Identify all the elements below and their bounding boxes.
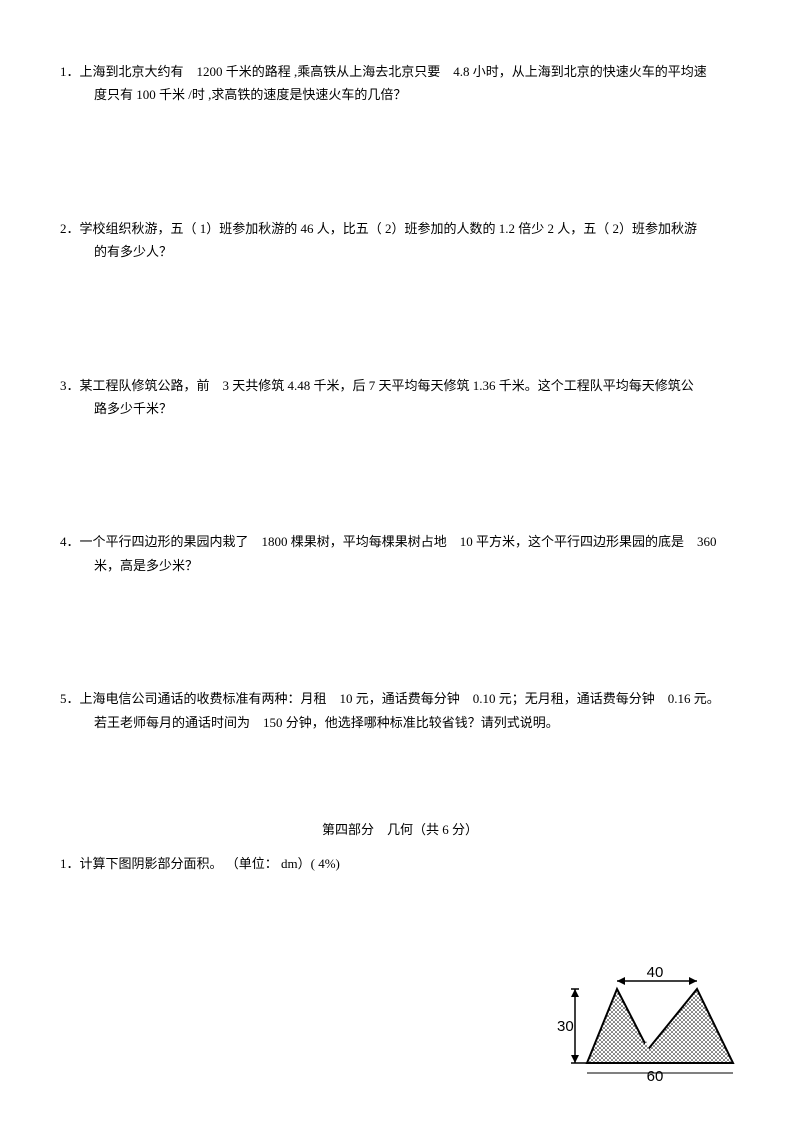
question-4-text1: 一个平行四边形的果园内栽了 1800 棵果树，平均每棵果树占地 10 平方米，这… <box>80 534 717 549</box>
question-2-num: 2． <box>60 221 80 236</box>
question-5: 5．上海电信公司通话的收费标准有两种：月租 10 元，通话费每分钟 0.10 元… <box>60 687 740 734</box>
question-2-text1: 学校组织秋游，五（ 1）班参加秋游的 46 人，比五（ 2）班参加的人数的 1.… <box>80 221 698 236</box>
question-3-line2: 路多少千米？ <box>60 397 740 420</box>
question-5-line1: 5．上海电信公司通话的收费标准有两种：月租 10 元，通话费每分钟 0.10 元… <box>60 687 740 710</box>
question-4-line1: 4．一个平行四边形的果园内栽了 1800 棵果树，平均每棵果树占地 10 平方米… <box>60 530 740 553</box>
question-5-num: 5． <box>60 691 80 706</box>
question-1-line2: 度只有 100 千米 /时 ,求高铁的速度是快速火车的几倍？ <box>60 83 740 106</box>
question-4-line2: 米，高是多少米？ <box>60 554 740 577</box>
question-5-line2: 若王老师每月的通话时间为 150 分钟，他选择哪种标准比较省钱？请列式说明。 <box>60 711 740 734</box>
diagram-top-label: 40 <box>647 964 664 981</box>
question-1-num: 1． <box>60 64 80 79</box>
question-1-text1: 上海到北京大约有 1200 千米的路程 ,乘高铁从上海去北京只要 4.8 小时，… <box>80 64 707 79</box>
geometry-num: 1． <box>60 856 80 871</box>
question-1-line1: 1．上海到北京大约有 1200 千米的路程 ,乘高铁从上海去北京只要 4.8 小… <box>60 60 740 83</box>
question-3-line1: 3．某工程队修筑公路，前 3 天共修筑 4.48 千米，后 7 天平均每天修筑 … <box>60 374 740 397</box>
geometry-question: 1．计算下图阴影部分面积。 （单位： dm）( 4%) <box>60 853 740 872</box>
diagram-bottom-label: 60 <box>647 1068 664 1083</box>
question-4-num: 4． <box>60 534 80 549</box>
question-3-num: 3． <box>60 378 80 393</box>
question-3-text1: 某工程队修筑公路，前 3 天共修筑 4.48 千米，后 7 天平均每天修筑 1.… <box>80 378 694 393</box>
question-5-text1: 上海电信公司通话的收费标准有两种：月租 10 元，通话费每分钟 0.10 元；无… <box>80 691 720 706</box>
geometry-text: 计算下图阴影部分面积。 （单位： dm）( 4%) <box>80 856 340 871</box>
question-1: 1．上海到北京大约有 1200 千米的路程 ,乘高铁从上海去北京只要 4.8 小… <box>60 60 740 107</box>
question-4: 4．一个平行四边形的果园内栽了 1800 棵果树，平均每棵果树占地 10 平方米… <box>60 530 740 577</box>
question-3: 3．某工程队修筑公路，前 3 天共修筑 4.48 千米，后 7 天平均每天修筑 … <box>60 374 740 421</box>
geometry-diagram: 40 30 60 <box>555 963 740 1088</box>
question-2: 2．学校组织秋游，五（ 1）班参加秋游的 46 人，比五（ 2）班参加的人数的 … <box>60 217 740 264</box>
question-2-line2: 的有多少人？ <box>60 240 740 263</box>
section-header: 第四部分 几何（共 6 分） <box>60 819 740 838</box>
diagram-left-label: 30 <box>557 1018 574 1035</box>
question-2-line1: 2．学校组织秋游，五（ 1）班参加秋游的 46 人，比五（ 2）班参加的人数的 … <box>60 217 740 240</box>
